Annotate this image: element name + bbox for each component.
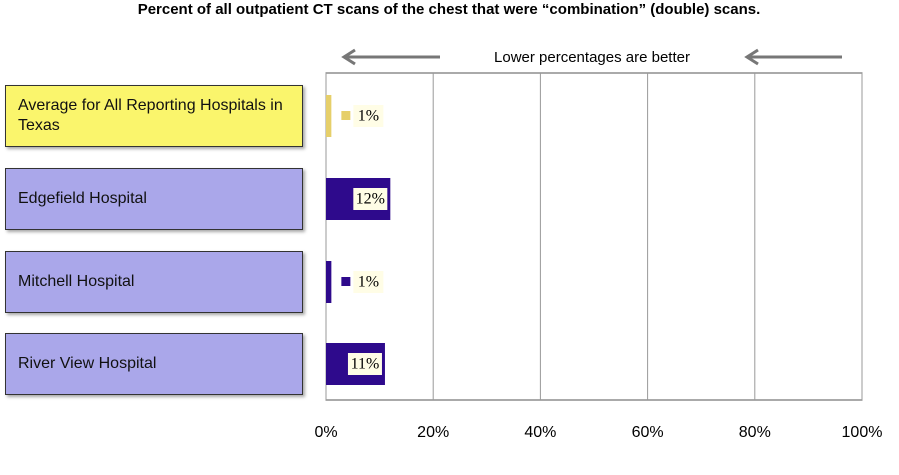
category-label: River View Hospital <box>5 333 303 395</box>
legend-key <box>341 111 351 120</box>
legend-key <box>341 277 351 286</box>
value-label: 1% <box>358 274 379 291</box>
annotation: Lower percentages are better <box>494 49 690 66</box>
category-label: Mitchell Hospital <box>5 251 303 313</box>
value-label-bg <box>353 105 384 127</box>
value-label-bg <box>353 271 384 293</box>
bar <box>326 95 332 137</box>
plot-area <box>325 72 863 401</box>
x-tick-label: 0% <box>314 424 337 441</box>
category-label: Edgefield Hospital <box>5 168 303 230</box>
value-label-bg <box>353 188 388 210</box>
value-label: 12% <box>356 191 385 208</box>
x-tick-label: 40% <box>524 424 556 441</box>
x-tick-label: 20% <box>417 424 449 441</box>
bar <box>326 261 332 303</box>
category-label: Average for All Reporting Hospitals in T… <box>5 85 303 147</box>
value-label: 1% <box>358 108 379 125</box>
x-tick-label: 80% <box>739 424 771 441</box>
arrow <box>341 48 842 66</box>
x-tick-label: 60% <box>632 424 664 441</box>
x-tick-label: 100% <box>842 424 883 441</box>
value-label: 11% <box>351 356 380 373</box>
value-label-bg <box>347 353 382 375</box>
chart-title: Percent of all outpatient CT scans of th… <box>138 1 761 18</box>
